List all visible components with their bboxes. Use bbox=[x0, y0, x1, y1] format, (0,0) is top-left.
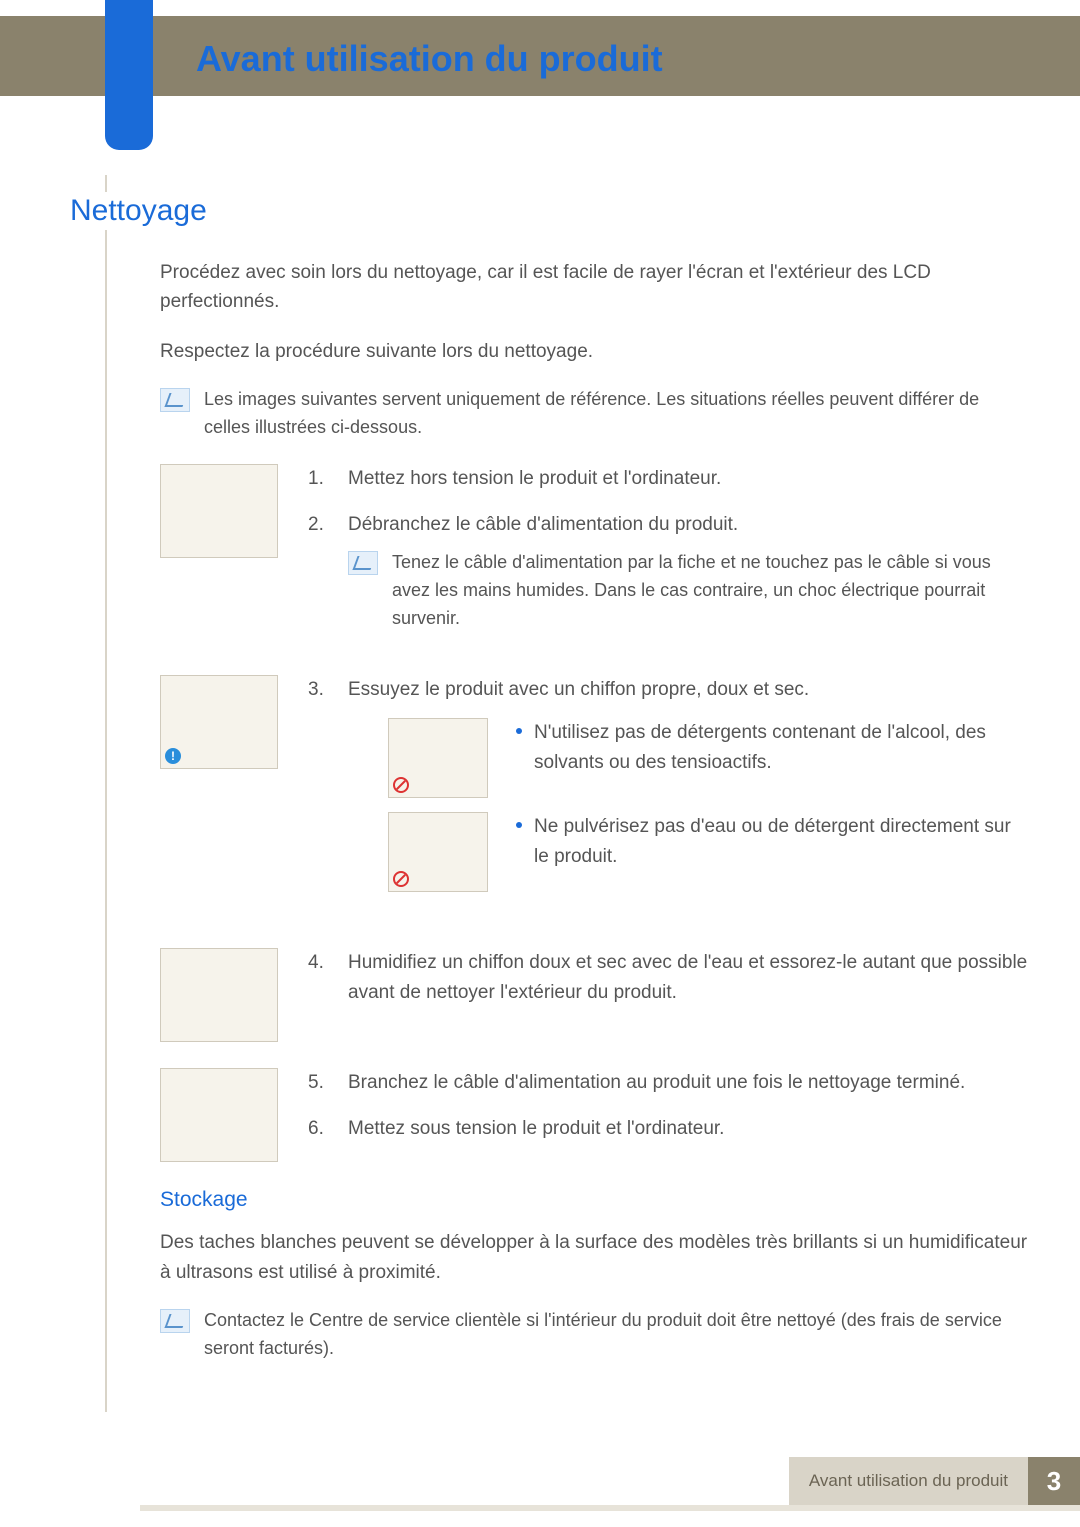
chapter-tab bbox=[105, 0, 153, 150]
page: Avant utilisation du produit Nettoyage P… bbox=[0, 0, 1080, 1527]
step-group-4: 4. Humidifiez un chiffon doux et sec ave… bbox=[160, 948, 1030, 1042]
step-3: 3. Essuyez le produit avec un chiffon pr… bbox=[308, 675, 1030, 906]
step-2-note-text: Tenez le câble d'alimentation par la fic… bbox=[392, 549, 1030, 633]
step-6-num: 6. bbox=[308, 1114, 332, 1143]
step-5-num: 5. bbox=[308, 1068, 332, 1097]
subsection-title: Stockage bbox=[160, 1188, 1030, 1212]
step-group-3: 3. Essuyez le produit avec un chiffon pr… bbox=[160, 675, 1030, 922]
intro-paragraph-1: Procédez avec soin lors du nettoyage, ca… bbox=[160, 258, 1030, 317]
step-3-num: 3. bbox=[308, 675, 332, 906]
step-2-text: Débranchez le câble d'alimentation du pr… bbox=[348, 514, 738, 535]
step-3-sub-2: Ne pulvérisez pas d'eau ou de détergent … bbox=[388, 812, 1030, 892]
step-3-bullet-2: Ne pulvérisez pas d'eau ou de détergent … bbox=[508, 812, 1030, 871]
footer-chapter-label: Avant utilisation du produit bbox=[789, 1457, 1028, 1505]
illustration-plug-in bbox=[160, 1068, 278, 1162]
step-4-text: Humidifiez un chiffon doux et sec avec d… bbox=[348, 948, 1030, 1007]
step-6-text: Mettez sous tension le produit et l'ordi… bbox=[348, 1114, 1030, 1143]
footer-rule bbox=[140, 1505, 1080, 1511]
step-2-note: Tenez le câble d'alimentation par la fic… bbox=[348, 549, 1030, 633]
step-3-bullet-1: N'utilisez pas de détergents contenant d… bbox=[508, 718, 1030, 777]
note-icon bbox=[348, 551, 378, 575]
section-title: Nettoyage bbox=[70, 192, 207, 230]
step-3-text: Essuyez le produit avec un chiffon propr… bbox=[348, 679, 809, 700]
subsection-note-text: Contactez le Centre de service clientèle… bbox=[204, 1307, 1030, 1363]
note-top: Les images suivantes servent uniquement … bbox=[160, 386, 1030, 442]
note-icon bbox=[160, 1309, 190, 1333]
illustration-unplug bbox=[160, 464, 278, 558]
step-group-1: 1. Mettez hors tension le produit et l'o… bbox=[160, 464, 1030, 649]
subsection-note: Contactez le Centre de service clientèle… bbox=[160, 1307, 1030, 1363]
step-2-num: 2. bbox=[308, 510, 332, 633]
step-1: 1. Mettez hors tension le produit et l'o… bbox=[308, 464, 1030, 493]
chapter-title: Avant utilisation du produit bbox=[196, 38, 663, 80]
note-top-text: Les images suivantes servent uniquement … bbox=[204, 386, 1030, 442]
step-5-text: Branchez le câble d'alimentation au prod… bbox=[348, 1068, 1030, 1097]
note-icon bbox=[160, 388, 190, 412]
content-area: Procédez avec soin lors du nettoyage, ca… bbox=[160, 258, 1030, 1385]
footer-page-number: 3 bbox=[1028, 1457, 1080, 1505]
left-margin-rule bbox=[105, 175, 107, 1412]
illustration-damp-cloth bbox=[160, 948, 278, 1042]
step-4: 4. Humidifiez un chiffon doux et sec ave… bbox=[308, 948, 1030, 1007]
step-3-sub-1: N'utilisez pas de détergents contenant d… bbox=[388, 718, 1030, 798]
intro-paragraph-2: Respectez la procédure suivante lors du … bbox=[160, 337, 1030, 366]
step-2: 2. Débranchez le câble d'alimentation du… bbox=[308, 510, 1030, 633]
illustration-no-solvent bbox=[388, 718, 488, 798]
step-6: 6. Mettez sous tension le produit et l'o… bbox=[308, 1114, 1030, 1143]
step-5: 5. Branchez le câble d'alimentation au p… bbox=[308, 1068, 1030, 1097]
illustration-no-spray bbox=[388, 812, 488, 892]
step-1-text: Mettez hors tension le produit et l'ordi… bbox=[348, 464, 1030, 493]
illustration-wipe-info bbox=[160, 675, 278, 769]
footer: Avant utilisation du produit 3 bbox=[0, 1457, 1080, 1505]
subsection-paragraph: Des taches blanches peuvent se développe… bbox=[160, 1228, 1030, 1287]
step-4-num: 4. bbox=[308, 948, 332, 1007]
step-group-5-6: 5. Branchez le câble d'alimentation au p… bbox=[160, 1068, 1030, 1162]
step-1-num: 1. bbox=[308, 464, 332, 493]
